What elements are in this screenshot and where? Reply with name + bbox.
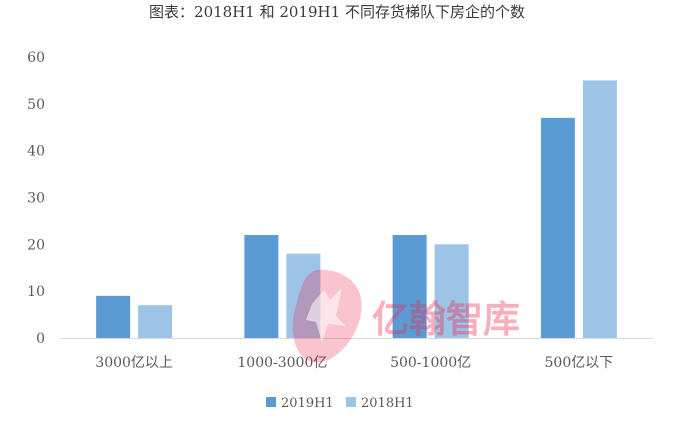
legend-label: 2019H1 [281,396,334,411]
y-tick-label: 60 [27,50,45,66]
watermark: 亿翰智库 [292,269,520,363]
bar [392,234,427,338]
bar [244,234,279,338]
y-tick-label: 40 [27,144,45,160]
x-tick-label: 1000-3000亿 [237,355,327,371]
x-tick-label: 500亿以下 [545,355,614,371]
x-tick-label: 3000亿以上 [95,355,173,371]
chart-legend: 2019H1 2018H1 [266,396,414,411]
legend-swatch [346,397,356,407]
watermark-logo-mark-icon [306,288,346,342]
legend-swatch [266,397,276,407]
chart-title: 图表：2018H1 和 2019H1 不同存货梯队下房企的个数 [149,3,525,21]
bar [286,253,321,338]
bar [138,305,173,338]
bar [96,295,131,338]
watermark-text: 亿翰智库 [372,298,520,341]
y-tick-label: 0 [36,331,45,347]
y-tick-label: 30 [27,191,45,207]
y-tick-label: 10 [27,284,45,300]
x-axis-ticks: 3000亿以上 1000-3000亿 500-1000亿 500亿以下 [95,355,613,371]
y-tick-label: 50 [27,97,45,113]
y-axis-ticks: 0 10 20 30 40 50 60 [27,50,45,347]
bar [434,244,469,338]
y-tick-label: 20 [27,237,45,253]
legend-label: 2018H1 [361,396,414,411]
x-tick-label: 500-1000亿 [390,355,471,371]
bar [582,80,617,339]
bar [540,117,575,338]
bars-group [96,80,617,339]
